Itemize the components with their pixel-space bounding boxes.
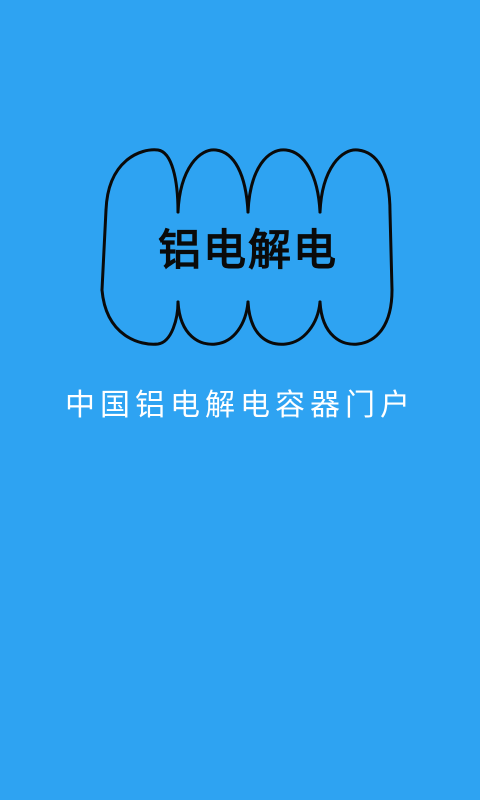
tagline: 中国铝电解电容器门户 xyxy=(65,388,415,423)
logo-text: 铝电解电 xyxy=(158,226,338,276)
capacitor-coil-icon xyxy=(100,148,394,346)
app-logo: 铝电解电 xyxy=(96,140,400,352)
